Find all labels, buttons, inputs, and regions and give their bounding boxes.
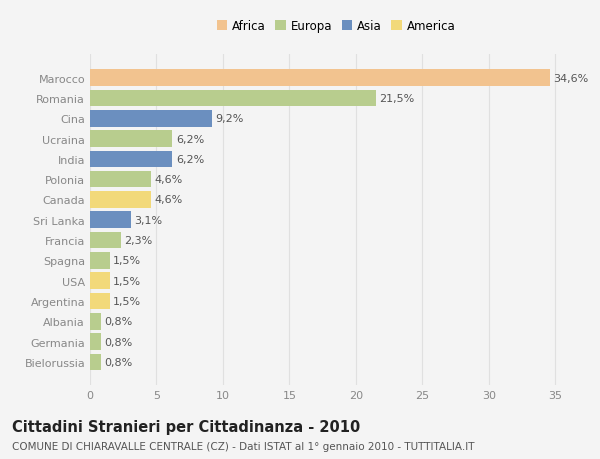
- Bar: [90, 313, 101, 330]
- Text: Cittadini Stranieri per Cittadinanza - 2010: Cittadini Stranieri per Cittadinanza - 2…: [12, 419, 360, 434]
- Text: 2,3%: 2,3%: [124, 235, 152, 246]
- Bar: [90, 172, 151, 188]
- Bar: [90, 354, 101, 370]
- Bar: [90, 212, 131, 229]
- Text: 1,5%: 1,5%: [113, 256, 142, 266]
- Bar: [90, 131, 172, 147]
- Text: 34,6%: 34,6%: [553, 73, 589, 84]
- Text: 1,5%: 1,5%: [113, 276, 142, 286]
- Text: 0,8%: 0,8%: [104, 357, 132, 367]
- Text: 1,5%: 1,5%: [113, 297, 142, 307]
- Bar: [90, 232, 121, 249]
- Text: 3,1%: 3,1%: [134, 215, 163, 225]
- Text: 0,8%: 0,8%: [104, 337, 132, 347]
- Text: 0,8%: 0,8%: [104, 317, 132, 327]
- Bar: [90, 111, 212, 127]
- Text: 4,6%: 4,6%: [154, 195, 183, 205]
- Bar: [90, 192, 151, 208]
- Text: 6,2%: 6,2%: [176, 155, 204, 164]
- Bar: [90, 90, 376, 107]
- Text: 9,2%: 9,2%: [215, 114, 244, 124]
- Text: 4,6%: 4,6%: [154, 175, 183, 185]
- Text: 6,2%: 6,2%: [176, 134, 204, 144]
- Legend: Africa, Europa, Asia, America: Africa, Europa, Asia, America: [214, 18, 458, 36]
- Bar: [90, 70, 550, 87]
- Bar: [90, 273, 110, 290]
- Bar: [90, 252, 110, 269]
- Bar: [90, 151, 172, 168]
- Bar: [90, 334, 101, 350]
- Text: 21,5%: 21,5%: [379, 94, 415, 104]
- Bar: [90, 293, 110, 310]
- Text: COMUNE DI CHIARAVALLE CENTRALE (CZ) - Dati ISTAT al 1° gennaio 2010 - TUTTITALIA: COMUNE DI CHIARAVALLE CENTRALE (CZ) - Da…: [12, 441, 475, 451]
